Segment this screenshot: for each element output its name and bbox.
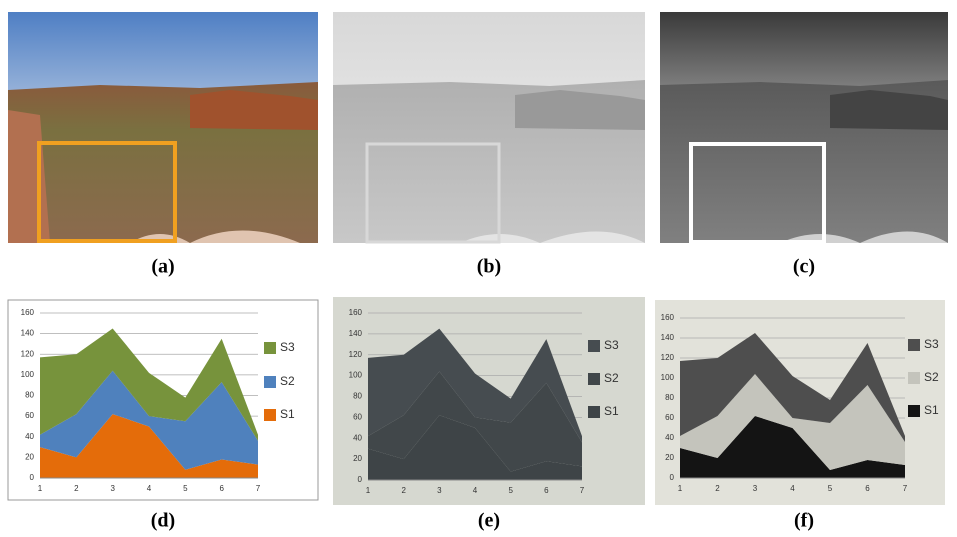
y-tick-label: 0 [358, 475, 363, 484]
caption: (d) [151, 510, 175, 532]
page: (a) (b) (c) 0204060801001201401601234567… [0, 0, 957, 537]
y-tick-label: 80 [353, 392, 362, 401]
y-tick-label: 100 [349, 371, 363, 380]
legend-swatch [908, 405, 920, 417]
x-tick-label: 2 [715, 484, 720, 493]
y-tick-label: 0 [670, 473, 675, 482]
legend-label: S2 [280, 374, 295, 388]
legend-swatch [588, 406, 600, 418]
x-tick-label: 4 [790, 484, 795, 493]
legend-swatch [264, 342, 276, 354]
x-tick-label: 5 [508, 486, 513, 495]
legend-label: S1 [280, 407, 295, 421]
y-tick-label: 80 [665, 393, 674, 402]
x-tick-label: 6 [544, 486, 549, 495]
y-tick-label: 20 [25, 452, 34, 461]
x-tick-label: 2 [401, 486, 406, 495]
x-tick-label: 3 [753, 484, 758, 493]
y-tick-label: 140 [349, 329, 363, 338]
x-tick-label: 6 [865, 484, 870, 493]
y-tick-label: 120 [21, 349, 35, 358]
photo-b [333, 12, 645, 243]
x-tick-label: 5 [828, 484, 833, 493]
x-tick-label: 3 [110, 484, 115, 493]
y-tick-label: 100 [661, 373, 675, 382]
y-tick-label: 140 [661, 333, 675, 342]
x-tick-label: 6 [219, 484, 224, 493]
caption: (f) [794, 510, 814, 532]
figure: (a) (b) (c) 0204060801001201401601234567… [0, 0, 957, 537]
y-tick-label: 100 [21, 370, 35, 379]
y-tick-label: 40 [353, 433, 362, 442]
legend-label: S1 [604, 404, 619, 418]
legend-swatch [264, 376, 276, 388]
y-tick-label: 0 [30, 473, 35, 482]
y-tick-label: 120 [661, 353, 675, 362]
y-tick-label: 160 [21, 308, 35, 317]
legend-swatch [908, 339, 920, 351]
legend-label: S2 [604, 371, 619, 385]
caption: (c) [793, 256, 815, 278]
legend-label: S2 [924, 370, 939, 384]
x-tick-label: 4 [147, 484, 152, 493]
x-tick-label: 1 [38, 484, 43, 493]
y-tick-label: 60 [25, 411, 34, 420]
legend-label: S3 [280, 340, 295, 354]
caption: (a) [151, 256, 174, 278]
photo-c [660, 12, 948, 243]
caption: (e) [478, 510, 500, 532]
legend-swatch [908, 372, 920, 384]
x-tick-label: 4 [473, 486, 478, 495]
y-tick-label: 80 [25, 391, 34, 400]
y-tick-label: 60 [665, 413, 674, 422]
legend-swatch [588, 340, 600, 352]
legend-label: S1 [924, 403, 939, 417]
y-tick-label: 60 [353, 412, 362, 421]
legend-label: S3 [924, 337, 939, 351]
x-tick-label: 3 [437, 486, 442, 495]
y-tick-label: 140 [21, 329, 35, 338]
x-tick-label: 7 [580, 486, 585, 495]
x-tick-label: 1 [366, 486, 371, 495]
photo-a [8, 12, 318, 243]
y-tick-label: 20 [665, 453, 674, 462]
y-tick-label: 160 [349, 308, 363, 317]
y-tick-label: 40 [25, 432, 34, 441]
x-tick-label: 7 [256, 484, 261, 493]
x-tick-label: 5 [183, 484, 188, 493]
y-tick-label: 120 [349, 350, 363, 359]
legend-label: S3 [604, 338, 619, 352]
y-tick-label: 40 [665, 433, 674, 442]
legend-swatch [588, 373, 600, 385]
x-tick-label: 7 [903, 484, 908, 493]
y-tick-label: 20 [353, 454, 362, 463]
x-tick-label: 1 [678, 484, 683, 493]
caption: (b) [477, 256, 501, 278]
legend-swatch [264, 409, 276, 421]
y-tick-label: 160 [661, 313, 675, 322]
x-tick-label: 2 [74, 484, 79, 493]
